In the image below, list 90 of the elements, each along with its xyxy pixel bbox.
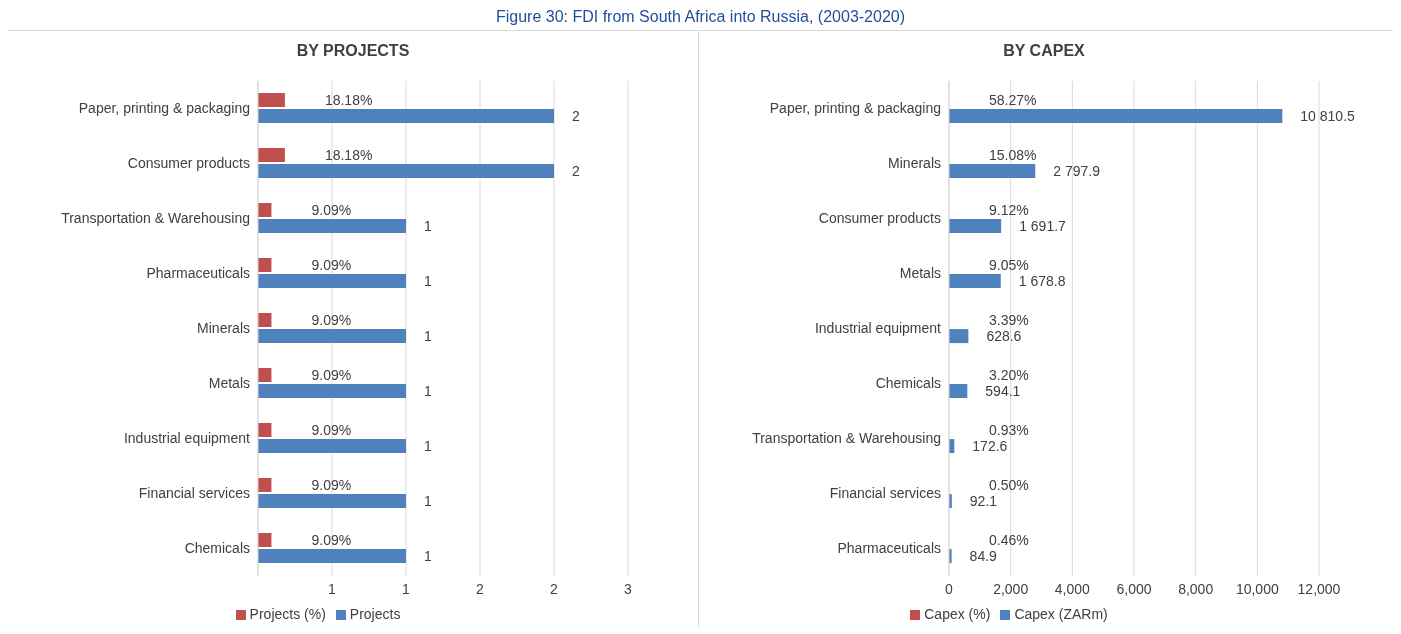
y-tick-label: Paper, printing & packaging: [78, 100, 250, 117]
x-tick-label: 2: [550, 580, 559, 597]
data-label: 0.50%: [989, 477, 1029, 494]
bar: [258, 439, 406, 454]
x-tick-label: 1: [328, 580, 337, 597]
legend-label: Capex (ZARm): [1014, 606, 1108, 622]
x-tick-label: 0: [945, 580, 954, 597]
legend-label: Capex (%): [924, 606, 991, 622]
y-tick-label: Chemicals: [875, 375, 941, 392]
bar: [258, 164, 554, 179]
data-label: 9.05%: [989, 257, 1029, 274]
data-label: 9.09%: [311, 312, 352, 329]
y-tick-label: Consumer products: [818, 210, 941, 227]
data-label: 172.6: [972, 438, 1008, 455]
data-label: 2 797.9: [1053, 163, 1101, 180]
data-label: 18.18%: [324, 147, 373, 164]
x-tick-label: 2: [476, 580, 485, 597]
bar: [949, 274, 1001, 289]
y-tick-label: Minerals: [197, 320, 250, 337]
data-label: 628.6: [986, 328, 1022, 345]
data-label: 9.12%: [989, 202, 1029, 219]
y-tick-label: Paper, printing & packaging: [769, 100, 941, 117]
y-tick-label: Metals: [208, 375, 250, 392]
x-tick-label: 4,000: [1054, 580, 1091, 597]
data-label: 15.08%: [989, 147, 1037, 164]
data-label: 1: [424, 383, 432, 400]
x-tick-label: 12,000: [1297, 580, 1341, 597]
data-label: 594.1: [985, 383, 1021, 400]
data-label: 1: [424, 548, 432, 565]
data-label: 10 810.5: [1300, 108, 1356, 125]
bar: [949, 109, 1283, 124]
data-label: 92.1: [969, 493, 998, 510]
data-label: 1: [424, 273, 432, 290]
y-tick-label: Financial services: [138, 485, 250, 502]
y-tick-label: Chemicals: [184, 540, 250, 557]
data-label: 9.09%: [311, 477, 352, 494]
y-tick-label: Transportation & Warehousing: [752, 430, 941, 447]
bar: [258, 148, 285, 163]
x-tick-label: 1: [402, 580, 411, 597]
data-label: 2: [572, 163, 580, 180]
x-tick-label: 3: [624, 580, 633, 597]
x-tick-label: 6,000: [1116, 580, 1152, 597]
x-tick-label: 2,000: [993, 580, 1029, 597]
y-tick-label: Pharmaceuticals: [837, 540, 941, 557]
data-label: 9.09%: [311, 367, 352, 384]
bar: [949, 164, 1036, 179]
data-label: 18.18%: [324, 92, 373, 109]
y-tick-label: Minerals: [888, 155, 941, 172]
data-label: 3.20%: [989, 367, 1029, 384]
legend-label: Projects (%): [249, 606, 326, 622]
bar: [258, 494, 406, 509]
data-label: 1 691.7: [1019, 218, 1067, 235]
y-tick-label: Metals: [899, 265, 941, 282]
data-label: 1 678.8: [1018, 273, 1066, 290]
bar: [258, 219, 406, 234]
data-label: 1: [424, 438, 432, 455]
data-label: 1: [424, 218, 432, 235]
data-label: 9.09%: [311, 202, 352, 219]
bar: [258, 274, 406, 289]
bar: [258, 384, 406, 399]
bar: [949, 329, 969, 344]
y-tick-label: Consumer products: [127, 155, 250, 172]
data-label: 3.39%: [989, 312, 1029, 329]
data-label: 84.9: [969, 548, 998, 565]
data-label: 0.93%: [989, 422, 1029, 439]
y-tick-label: Financial services: [829, 485, 941, 502]
bar: [258, 329, 406, 344]
data-label: 9.09%: [311, 422, 352, 439]
legend-label: Projects: [349, 606, 401, 622]
data-label: 0.46%: [989, 532, 1029, 549]
bar: [258, 93, 285, 108]
y-tick-label: Pharmaceuticals: [146, 265, 250, 282]
y-tick-label: Transportation & Warehousing: [61, 210, 250, 227]
data-label: 9.09%: [311, 532, 352, 549]
bar: [258, 549, 406, 564]
data-label: 2: [572, 108, 580, 125]
data-label: 9.09%: [311, 257, 352, 274]
x-tick-label: 8,000: [1178, 580, 1214, 597]
data-label: 1: [424, 328, 432, 345]
bar: [949, 384, 968, 399]
y-tick-label: Industrial equipment: [123, 430, 251, 447]
bar: [258, 109, 554, 124]
chart-title: BY PROJECTS: [295, 41, 411, 61]
y-tick-label: Industrial equipment: [814, 320, 942, 337]
data-label: 1: [424, 493, 432, 510]
chart-title: BY CAPEX: [1002, 41, 1086, 61]
data-label: 58.27%: [989, 92, 1037, 109]
caption: Figure 30: FDI from South Africa into Russia, (2003-2020): [494, 8, 907, 27]
bar: [949, 219, 1002, 234]
x-tick-label: 10,000: [1235, 580, 1279, 597]
